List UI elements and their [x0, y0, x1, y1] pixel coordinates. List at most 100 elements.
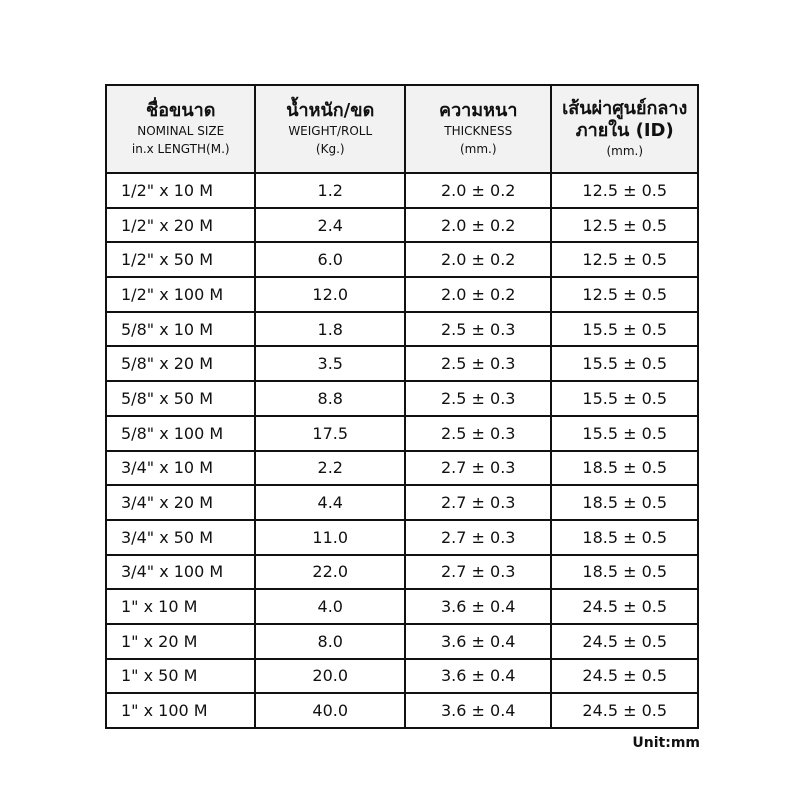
table-row: 1" x 50 M 20.0 3.6 ± 0.4 24.5 ± 0.5 [104, 657, 699, 695]
table-row: 1" x 20 M 8.0 3.6 ± 0.4 24.5 ± 0.5 [104, 622, 699, 660]
cell-inner-diameter: 18.5 ± 0.5 [550, 553, 699, 591]
cell-weight: 1.2 [254, 172, 407, 209]
header-nominal-size: ชื่อขนาด NOMINAL SIZE in.x LENGTH(M.) [104, 84, 257, 174]
cell-nominal-size: 1/2" x 100 M [104, 276, 257, 313]
cell-thickness: 2.0 ± 0.2 [404, 206, 553, 244]
cell-nominal-size: 1/2" x 50 M [104, 241, 257, 279]
cell-thickness: 2.5 ± 0.3 [404, 310, 553, 348]
cell-thickness: 2.0 ± 0.2 [404, 276, 553, 313]
cell-inner-diameter: 12.5 ± 0.5 [550, 276, 699, 313]
cell-inner-diameter: 24.5 ± 0.5 [550, 657, 699, 695]
cell-weight: 4.4 [254, 484, 407, 521]
header-thai: ความหนา [439, 100, 518, 121]
header-inner-diameter: เส้นผ่าศูนย์กลาง ภายใน (ID) (mm.) [550, 84, 699, 174]
cell-thickness: 3.6 ± 0.4 [404, 657, 553, 695]
header-thai: น้ำหนัก/ขด [286, 100, 375, 121]
cell-nominal-size: 5/8" x 100 M [104, 414, 257, 452]
cell-nominal-size: 1" x 20 M [104, 622, 257, 660]
cell-inner-diameter: 24.5 ± 0.5 [550, 692, 699, 729]
cell-nominal-size: 1/2" x 20 M [104, 206, 257, 244]
header-en1: NOMINAL SIZE [137, 124, 225, 138]
unit-label: Unit:mm [632, 735, 700, 751]
table-row: 1/2" x 20 M 2.4 2.0 ± 0.2 12.5 ± 0.5 [104, 206, 699, 244]
table-row: 1" x 10 M 4.0 3.6 ± 0.4 24.5 ± 0.5 [104, 588, 699, 625]
table-row: 5/8" x 100 M 17.5 2.5 ± 0.3 15.5 ± 0.5 [104, 414, 699, 452]
cell-thickness: 2.7 ± 0.3 [404, 553, 553, 591]
cell-inner-diameter: 12.5 ± 0.5 [550, 206, 699, 244]
cell-thickness: 2.5 ± 0.3 [404, 345, 553, 383]
cell-nominal-size: 3/4" x 10 M [104, 449, 257, 487]
cell-weight: 20.0 [254, 657, 407, 695]
cell-inner-diameter: 15.5 ± 0.5 [550, 345, 699, 383]
cell-thickness: 2.7 ± 0.3 [404, 518, 553, 556]
cell-inner-diameter: 12.5 ± 0.5 [550, 241, 699, 279]
cell-inner-diameter: 24.5 ± 0.5 [550, 622, 699, 660]
header-en1: ภายใน (ID) [575, 120, 674, 141]
table-row: 1/2" x 100 M 12.0 2.0 ± 0.2 12.5 ± 0.5 [104, 276, 699, 313]
cell-nominal-size: 3/4" x 50 M [104, 518, 257, 556]
cell-weight: 8.0 [254, 622, 407, 660]
header-row: ชื่อขนาด NOMINAL SIZE in.x LENGTH(M.) น้ำหน… [104, 84, 699, 174]
table-row: 5/8" x 50 M 8.8 2.5 ± 0.3 15.5 ± 0.5 [104, 380, 699, 417]
header-en1: THICKNESS [444, 124, 513, 138]
cell-weight: 3.5 [254, 345, 407, 383]
cell-inner-diameter: 15.5 ± 0.5 [550, 310, 699, 348]
cell-thickness: 3.6 ± 0.4 [404, 622, 553, 660]
cell-inner-diameter: 15.5 ± 0.5 [550, 414, 699, 452]
header-thai: ชื่อขนาด [146, 100, 216, 121]
cell-weight: 12.0 [254, 276, 407, 313]
cell-nominal-size: 1" x 100 M [104, 692, 257, 729]
cell-weight: 2.4 [254, 206, 407, 244]
cell-inner-diameter: 18.5 ± 0.5 [550, 484, 699, 521]
table-row: 1" x 100 M 40.0 3.6 ± 0.4 24.5 ± 0.5 [104, 692, 699, 729]
cell-nominal-size: 3/4" x 100 M [104, 553, 257, 591]
cell-weight: 11.0 [254, 518, 407, 556]
cell-thickness: 2.5 ± 0.3 [404, 380, 553, 417]
cell-inner-diameter: 18.5 ± 0.5 [550, 518, 699, 556]
header-en2: (mm.) [606, 144, 644, 158]
cell-nominal-size: 5/8" x 10 M [104, 310, 257, 348]
cell-nominal-size: 1" x 10 M [104, 588, 257, 625]
header-thickness: ความหนา THICKNESS (mm.) [404, 84, 553, 174]
cell-thickness: 3.6 ± 0.4 [404, 588, 553, 625]
spec-table: ชื่อขนาด NOMINAL SIZE in.x LENGTH(M.) น้ำหน… [104, 84, 699, 729]
cell-weight: 6.0 [254, 241, 407, 279]
cell-weight: 17.5 [254, 414, 407, 452]
cell-thickness: 2.0 ± 0.2 [404, 172, 553, 209]
header-en2: in.x LENGTH(M.) [131, 142, 230, 156]
cell-nominal-size: 5/8" x 20 M [104, 345, 257, 383]
cell-weight: 8.8 [254, 380, 407, 417]
header-en2: (Kg.) [315, 142, 345, 156]
cell-thickness: 2.5 ± 0.3 [404, 414, 553, 452]
table-body: 1/2" x 10 M 1.2 2.0 ± 0.2 12.5 ± 0.5 1/2" x … [104, 172, 699, 729]
cell-inner-diameter: 24.5 ± 0.5 [550, 588, 699, 625]
cell-nominal-size: 1" x 50 M [104, 657, 257, 695]
table-row: 5/8" x 20 M 3.5 2.5 ± 0.3 15.5 ± 0.5 [104, 345, 699, 383]
cell-weight: 2.2 [254, 449, 407, 487]
table-row: 1/2" x 10 M 1.2 2.0 ± 0.2 12.5 ± 0.5 [104, 172, 699, 209]
table-row: 3/4" x 20 M 4.4 2.7 ± 0.3 18.5 ± 0.5 [104, 484, 699, 521]
cell-inner-diameter: 15.5 ± 0.5 [550, 380, 699, 417]
header-weight: น้ำหนัก/ขด WEIGHT/ROLL (Kg.) [254, 84, 407, 174]
cell-nominal-size: 1/2" x 10 M [104, 172, 257, 209]
table-row: 1/2" x 50 M 6.0 2.0 ± 0.2 12.5 ± 0.5 [104, 241, 699, 279]
table-row: 5/8" x 10 M 1.8 2.5 ± 0.3 15.5 ± 0.5 [104, 310, 699, 348]
cell-nominal-size: 3/4" x 20 M [104, 484, 257, 521]
cell-nominal-size: 5/8" x 50 M [104, 380, 257, 417]
cell-weight: 4.0 [254, 588, 407, 625]
cell-weight: 22.0 [254, 553, 407, 591]
table-row: 3/4" x 100 M 22.0 2.7 ± 0.3 18.5 ± 0.5 [104, 553, 699, 591]
cell-thickness: 2.7 ± 0.3 [404, 484, 553, 521]
cell-thickness: 2.7 ± 0.3 [404, 449, 553, 487]
header-thai: เส้นผ่าศูนย์กลาง [562, 98, 688, 119]
cell-weight: 40.0 [254, 692, 407, 729]
header-en1: WEIGHT/ROLL [288, 124, 373, 138]
cell-inner-diameter: 18.5 ± 0.5 [550, 449, 699, 487]
cell-weight: 1.8 [254, 310, 407, 348]
cell-thickness: 3.6 ± 0.4 [404, 692, 553, 729]
header-en2: (mm.) [459, 142, 497, 156]
table-row: 3/4" x 10 M 2.2 2.7 ± 0.3 18.5 ± 0.5 [104, 449, 699, 487]
table-row: 3/4" x 50 M 11.0 2.7 ± 0.3 18.5 ± 0.5 [104, 518, 699, 556]
cell-inner-diameter: 12.5 ± 0.5 [550, 172, 699, 209]
cell-thickness: 2.0 ± 0.2 [404, 241, 553, 279]
